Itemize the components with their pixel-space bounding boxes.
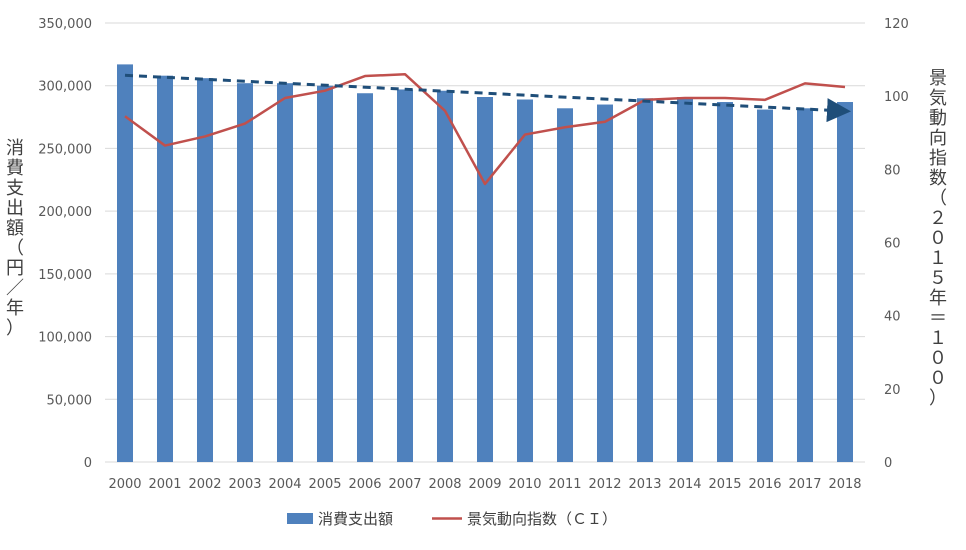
x-tick-label: 2010: [508, 477, 541, 492]
x-tick-label: 2012: [588, 477, 621, 492]
right-axis-title-text: 景気動向指数（２０１５年＝１００）: [929, 68, 947, 409]
bar-series: [117, 64, 853, 463]
legend-line-label: 景気動向指数（ＣＩ）: [467, 510, 617, 528]
left-tick-label: 150,000: [38, 268, 92, 283]
x-tick-label: 2013: [628, 477, 661, 492]
bar: [797, 108, 813, 462]
left-axis-title: 消費支出額（円／年）: [6, 138, 24, 339]
left-tick-label: 250,000: [38, 142, 92, 157]
bar: [117, 64, 133, 463]
bar: [277, 83, 293, 462]
bar: [837, 102, 853, 463]
bar: [157, 75, 173, 463]
right-tick-label: 120: [884, 17, 909, 32]
line-path: [124, 72, 846, 186]
legend-bar-swatch: [287, 513, 313, 524]
right-axis-ticks: 0 20 40 60 80 100 120: [884, 17, 909, 471]
bar: [197, 78, 213, 462]
x-tick-label: 2000: [108, 477, 141, 492]
right-tick-label: 40: [884, 310, 901, 325]
bar: [477, 97, 493, 462]
bar: [557, 108, 573, 462]
x-tick-label: 2004: [268, 477, 301, 492]
left-tick-label: 50,000: [47, 393, 93, 408]
left-axis-title-text: 消費支出額（円／年）: [6, 138, 24, 339]
bar: [717, 102, 733, 463]
x-tick-label: 2009: [468, 477, 501, 492]
line-series: [124, 72, 846, 186]
x-tick-label: 2005: [308, 477, 341, 492]
x-tick-label: 2006: [348, 477, 381, 492]
right-tick-label: 80: [884, 163, 901, 178]
x-tick-label: 2008: [428, 477, 461, 492]
x-tick-label: 2015: [708, 477, 741, 492]
x-tick-label: 2016: [748, 477, 781, 492]
x-tick-label: 2014: [668, 477, 701, 492]
bar: [237, 83, 253, 462]
x-tick-label: 2011: [548, 477, 581, 492]
legend-bar-label: 消費支出額: [318, 510, 393, 528]
x-axis-ticks: 2000 2001 2002 2003 2004 2005 2006 2007 2008 2009…: [108, 477, 861, 492]
bar: [757, 109, 773, 462]
left-axis-ticks: 0 50,000 100,000 150,000 200,000 250,000 300,0…: [38, 17, 92, 471]
bar: [517, 99, 533, 463]
left-tick-label: 300,000: [38, 80, 92, 95]
x-tick-label: 2007: [388, 477, 421, 492]
bar: [637, 98, 653, 462]
bar: [397, 89, 413, 462]
right-tick-label: 20: [884, 383, 901, 398]
legend: 消費支出額 景気動向指数（ＣＩ）: [287, 510, 617, 528]
right-tick-label: 60: [884, 237, 901, 252]
right-tick-label: 0: [884, 456, 892, 471]
x-tick-label: 2002: [188, 477, 221, 492]
left-tick-label: 0: [84, 456, 92, 471]
left-tick-label: 100,000: [38, 331, 92, 346]
bar: [317, 85, 333, 462]
left-tick-label: 200,000: [38, 205, 92, 220]
bar: [677, 97, 693, 462]
x-tick-label: 2018: [828, 477, 861, 492]
right-axis-title: 景気動向指数（２０１５年＝１００）: [929, 68, 947, 409]
x-tick-label: 2003: [228, 477, 261, 492]
bar: [597, 104, 613, 463]
left-tick-label: 350,000: [38, 17, 92, 32]
right-tick-label: 100: [884, 90, 909, 105]
bar: [437, 90, 453, 462]
x-tick-label: 2017: [788, 477, 821, 492]
bar: [357, 93, 373, 463]
x-tick-label: 2001: [148, 477, 181, 492]
